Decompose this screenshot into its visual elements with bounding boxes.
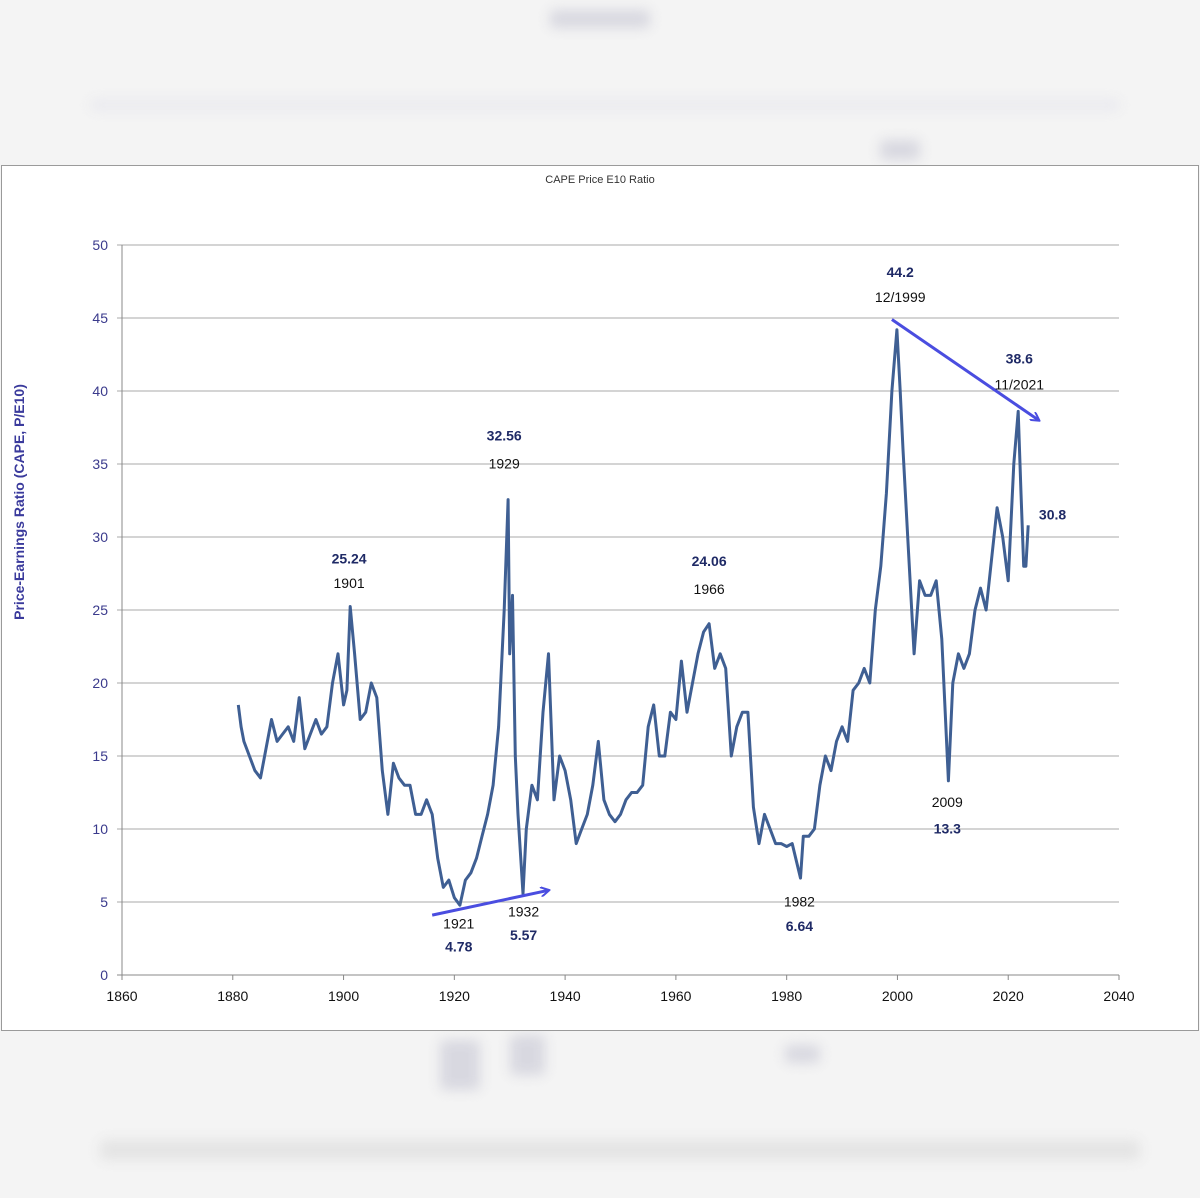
- y-tick-label: 40: [92, 383, 108, 399]
- annotation-value: 44.2: [887, 264, 914, 280]
- annotation-value: 24.06: [692, 553, 727, 569]
- y-tick-label: 45: [92, 310, 108, 326]
- y-tick-label: 10: [92, 821, 108, 837]
- x-tick-label: 1880: [217, 988, 248, 1004]
- annotation-value: 32.56: [487, 428, 522, 444]
- annotation-date: 12/1999: [875, 289, 926, 305]
- cape-series-line: [236, 328, 1030, 907]
- chart-card: [1, 165, 1199, 1031]
- annotation-date: 1982: [784, 893, 815, 909]
- x-tick-label: 1900: [328, 988, 359, 1004]
- annotation-date: 1966: [694, 581, 725, 597]
- chart-title: CAPE Price E10 Ratio: [545, 174, 654, 186]
- y-tick-label: 15: [92, 748, 108, 764]
- annotation-date: 1929: [489, 455, 520, 471]
- trend-arrow: [431, 890, 548, 917]
- y-tick-label: 30: [92, 529, 108, 545]
- x-tick-label: 2040: [1103, 988, 1134, 1004]
- annotation-value: 5.57: [510, 927, 537, 943]
- y-tick-label: 5: [100, 894, 108, 910]
- annotation-value: 30.8: [1039, 506, 1066, 522]
- annotation-date: 2009: [932, 794, 963, 810]
- annotation-date: 11/2021: [995, 377, 1045, 393]
- y-axis-label: Price-Earnings Ratio (CAPE, P/E10): [11, 384, 27, 620]
- x-tick-label: 1920: [439, 988, 470, 1004]
- y-tick-label: 50: [92, 237, 108, 253]
- annotation-date: 1921: [443, 915, 474, 931]
- annotation-value: 13.3: [934, 820, 961, 836]
- annotation-value: 38.6: [1006, 350, 1033, 366]
- annotation-value: 25.24: [332, 550, 367, 566]
- y-tick-label: 25: [92, 602, 108, 618]
- x-tick-label: 1980: [771, 988, 802, 1004]
- x-tick-label: 1960: [660, 988, 691, 1004]
- x-tick-label: 2020: [993, 988, 1024, 1004]
- annotation-date: 1901: [334, 575, 365, 591]
- y-tick-label: 0: [100, 967, 108, 983]
- x-tick-label: 1940: [550, 988, 581, 1004]
- annotation-date: 1932: [508, 904, 539, 920]
- trend-arrow: [891, 318, 1039, 420]
- annotation-value: 6.64: [786, 918, 813, 934]
- y-tick-label: 35: [92, 456, 108, 472]
- y-tick-label: 20: [92, 675, 108, 691]
- annotation-value: 4.78: [445, 939, 472, 955]
- x-tick-label: 2000: [882, 988, 913, 1004]
- x-tick-label: 1860: [106, 988, 137, 1004]
